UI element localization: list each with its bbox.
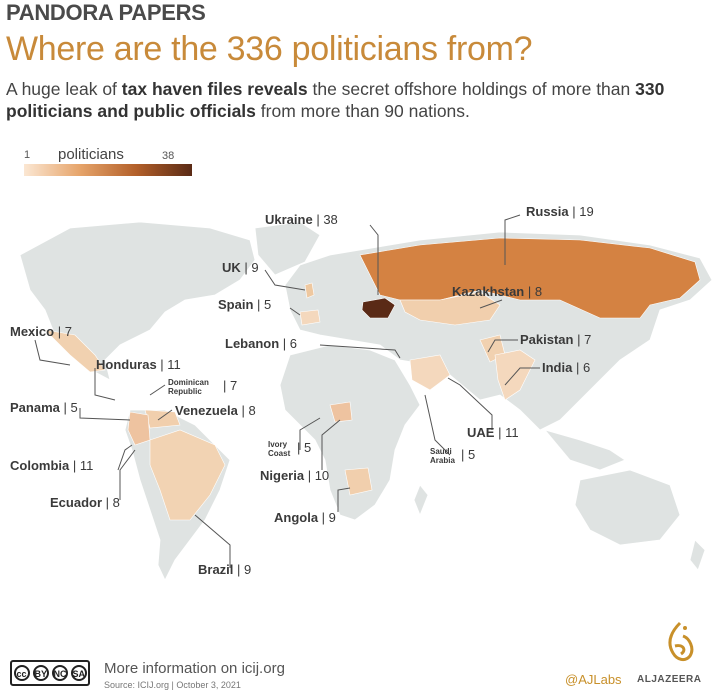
label-dominican-republic-count: | 7	[223, 378, 237, 393]
leader-line	[34, 339, 71, 366]
leader-line	[299, 417, 321, 450]
landmass-new-zealand	[689, 539, 706, 571]
subtitle-part: from more than 90 nations.	[255, 101, 470, 121]
landmass-australia	[574, 469, 681, 546]
creative-commons-badge: cc BY NC SA	[10, 660, 90, 686]
legend-min: 1	[24, 149, 31, 161]
country-india	[494, 349, 536, 401]
label-dominican-republic-2: Republic	[168, 387, 202, 396]
by-icon: BY	[32, 665, 49, 681]
legend-gradient	[24, 164, 192, 176]
leader-line	[149, 384, 166, 396]
world-map: Ukraine | 38 Russia | 19 UK | 9 Spain | …	[10, 204, 713, 581]
nc-icon: NC	[51, 665, 68, 681]
label-saudi-arabia-count: | 5	[461, 447, 475, 462]
landmass-greenland	[254, 221, 321, 276]
subtitle-part: the secret offshore holdings of more tha…	[307, 79, 636, 99]
leader-line	[289, 307, 301, 316]
label-uae: UAE | 11	[467, 425, 519, 440]
leader-line	[94, 368, 116, 401]
label-uk: UK | 9	[222, 260, 259, 275]
country-labels: Ukraine | 38 Russia | 19 UK | 9 Spain | …	[10, 204, 594, 577]
label-saudi-arabia-2: Arabia	[430, 456, 455, 465]
label-honduras: Honduras | 11	[96, 357, 181, 372]
kicker: PANDORA PAPERS	[6, 0, 206, 25]
subtitle-part: A huge leak of	[6, 79, 122, 99]
country-colombia	[127, 411, 151, 446]
source-line: Source: ICIJ.org | October 3, 2021	[104, 680, 241, 690]
leader-line	[424, 394, 451, 456]
country-uk	[304, 282, 315, 299]
label-ivory-coast: Ivory	[268, 440, 288, 449]
sa-icon: SA	[70, 665, 87, 681]
label-panama: Panama | 5	[10, 400, 78, 415]
label-ecuador: Ecuador | 8	[50, 495, 120, 510]
leader-line	[119, 449, 136, 500]
subtitle-bold: 330 politicians and public officials	[6, 79, 665, 121]
leader-line	[479, 299, 503, 309]
label-saudi-arabia: Saudi	[430, 447, 452, 456]
label-brazil: Brazil | 9	[198, 562, 251, 577]
leader-line	[337, 487, 351, 512]
highlighted-countries	[44, 237, 701, 521]
country-angola	[344, 467, 373, 496]
page-title: Where are the 336 politicians from?	[6, 30, 533, 68]
leader-line	[157, 409, 173, 421]
landmass-africa	[279, 344, 421, 521]
legend-label: politicians	[58, 146, 124, 163]
leader-line	[369, 224, 379, 295]
landmass-madagascar	[413, 484, 429, 517]
leader-line	[504, 214, 521, 265]
leader-line	[487, 339, 518, 353]
label-russia: Russia | 19	[526, 204, 594, 219]
leader-line	[117, 444, 133, 471]
label-ivory-coast-count: | 5	[297, 440, 311, 455]
country-nigeria	[329, 401, 353, 423]
subtitle: A huge leak of tax haven files reveals t…	[6, 78, 706, 122]
leader-lines	[34, 214, 540, 568]
leader-line	[504, 367, 540, 386]
label-venezuela: Venezuela | 8	[175, 403, 256, 418]
label-ukraine: Ukraine | 38	[265, 212, 338, 227]
label-lebanon: Lebanon | 6	[225, 336, 297, 351]
label-angola: Angola | 9	[274, 510, 336, 525]
label-kazakhstan: Kazakhstan | 8	[452, 284, 542, 299]
aljazeera-wordmark: ALJAZEERA	[637, 674, 702, 685]
label-spain: Spain | 5	[218, 297, 271, 312]
country-kazakhstan	[399, 291, 501, 326]
label-dominican-republic: Dominican	[168, 378, 209, 387]
label-ivory-coast-2: Coast	[268, 449, 291, 458]
label-pakistan: Pakistan | 7	[520, 332, 591, 347]
country-spain	[299, 309, 321, 326]
leader-line	[194, 514, 231, 568]
subtitle-bold: tax haven files reveals	[121, 79, 308, 99]
cc-icon: cc	[13, 665, 30, 681]
aljazeera-logo-icon	[668, 621, 694, 662]
legend-max: 38	[162, 150, 175, 162]
color-legend: 1 politicians 38	[14, 146, 204, 182]
ajlabs-handle: @AJLabs	[565, 672, 622, 687]
landmass-se-asia	[543, 429, 626, 471]
label-nigeria: Nigeria | 10	[260, 468, 329, 483]
more-info-link[interactable]: More information on icij.org	[104, 660, 285, 677]
country-ukraine	[361, 297, 396, 319]
label-colombia: Colombia | 11	[10, 458, 93, 473]
leader-line	[79, 408, 131, 421]
label-mexico: Mexico | 7	[10, 324, 72, 339]
leader-line	[264, 269, 306, 291]
leader-line	[319, 344, 401, 359]
label-india: India | 6	[542, 360, 590, 375]
country-brazil	[149, 429, 226, 521]
country-saudi-arabia	[409, 354, 451, 391]
leader-line	[447, 377, 493, 430]
leader-line	[321, 419, 341, 470]
country-mexico	[44, 329, 106, 373]
